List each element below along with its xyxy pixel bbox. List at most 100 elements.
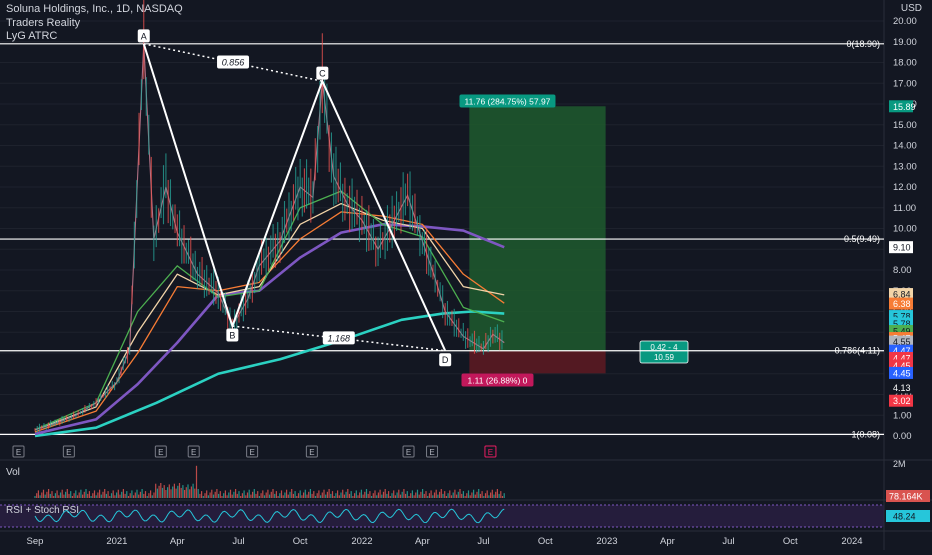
price-tag-bg [889,335,913,348]
y-tick-label-10: 10.00 [893,224,917,235]
symbol-title[interactable]: Soluna Holdings, Inc., 1D, NASDAQ [6,3,183,15]
pattern-point-bg [316,66,329,80]
pattern-ratio-text-1: 1.168 [328,333,351,343]
earnings-marker-text: E [191,448,196,457]
earnings-marker: E [246,445,259,458]
price-tag-bg [889,100,913,113]
price-tag-1: 9.10 [889,241,913,254]
pattern-ratio-text-0: 0.856 [222,58,245,68]
earnings-marker-text: E [16,448,21,457]
price-tag-bg [889,381,913,394]
x-tick-label-10: Apr [660,536,675,547]
earnings-marker: E [12,445,25,458]
y-tick-label-9: 11.00 [893,203,916,214]
rsi-axis-tag: 48.24 [886,510,930,522]
fib-level-label-2: 0.786(4.11) [835,346,880,356]
x-tick-label-11: Jul [722,536,734,547]
y-tick-label-6: 14.00 [893,141,917,152]
pattern-ratio-bg-1 [322,331,355,345]
rsi-pane-label: RSI + Stoch RSI [6,505,79,516]
pattern-point-bg [137,29,150,43]
x-tick-label-2: Apr [170,536,185,547]
pattern-ratio-bg-0 [217,55,250,69]
y-tick-label-1: 19.00 [893,37,917,48]
fib-level-label-3: 1(0.08) [851,429,880,439]
earnings-marker-text: E [429,448,434,457]
earnings-marker: E [305,445,318,458]
price-tag-8: 4.55 [889,335,913,348]
position-entry-label: 0.42 - 410.59 [639,340,689,364]
pattern-point-text: C [319,69,326,79]
pattern-ratio-label-0: 0.856 [217,55,250,69]
price-tag-bg [889,241,913,254]
earnings-marker-text: E [158,448,163,457]
earnings-marker: E [62,445,75,458]
pattern-point-text: B [229,331,235,341]
price-tag-12: 4.45 [889,366,913,379]
price-tag-13: 4.13 [889,381,913,394]
pattern-point-bg [226,328,239,342]
earnings-marker: E [402,445,415,458]
x-tick-label-4: Oct [293,536,308,547]
price-tag-text: 3.02 [893,396,911,406]
price-tag-text: 15.89 [893,102,916,112]
pattern-point-B: B [226,328,239,342]
pattern-ratio-label-1: 1.168 [322,331,355,345]
y-tick-label-8: 12.00 [893,182,917,193]
x-tick-label-9: 2023 [596,536,617,547]
earnings-marker-text: E [66,448,71,457]
position-entry-bg [639,340,689,364]
earnings-marker: E [154,445,167,458]
y-tick-label-2: 18.00 [893,58,917,69]
indicator-traders-reality[interactable]: Traders Reality [6,17,81,29]
x-tick-label-12: Oct [783,536,798,547]
pattern-leg-lines [142,43,447,352]
price-tag-text: 5.78 [893,312,911,322]
position-stop-label: 1.11 (26.88%) 0 [461,373,534,387]
position-stop-label-bg [461,373,534,387]
x-tick-label-0: Sep [27,536,44,547]
price-tag-text: 4.13 [893,383,911,393]
position-stop-label-text: 1.11 (26.88%) 0 [468,376,528,386]
position-target-label-text: 11.76 (284.75%) 57.97 [465,97,551,107]
earnings-marker: E [426,445,439,458]
price-tag-bg [889,297,913,310]
y-tick-label-19: 1.00 [893,410,912,421]
y-tick-label-12: 8.00 [893,265,912,276]
position-target-label-bg [459,94,556,108]
price-tag-bg [889,394,913,407]
pattern-point-A: A [137,29,150,43]
earnings-marker-box [62,445,75,458]
earnings-marker-text: E [249,448,254,457]
earnings-marker-box [426,445,439,458]
rsi-value-text: 48.24 [893,512,916,522]
volume-pane-label: Vol [6,467,20,478]
earnings-marker-box [12,445,25,458]
x-tick-label-13: 2024 [841,536,862,547]
pattern-ratio-line-1 [232,325,446,352]
price-tag-text: 4.55 [893,337,911,347]
price-tag-bg [889,366,913,379]
price-tag-text: 4.45 [893,361,911,371]
pattern-point-bg [439,353,452,367]
price-tag-text: 6.84 [893,290,911,300]
position-target-label: 11.76 (284.75%) 57.97 [459,94,556,108]
y-tick-label-0: 20.00 [893,16,917,27]
position-entry-line1: 0.42 - 4 [650,343,678,352]
position-target-zone [469,106,606,351]
earnings-marker-box [154,445,167,458]
ma-line-0 [34,310,505,438]
fib-level-label-0: 0(18.90) [846,39,880,49]
earnings-marker-box [187,445,200,458]
earnings-marker-box [402,445,415,458]
y-tick-label-7: 13.00 [893,161,917,172]
volume-axis-tags: 2M 78.164K [886,459,930,502]
rsi-line [34,508,505,524]
indicator-lyg-atrc[interactable]: LyG ATRC [6,30,58,42]
rsi-value-bg [886,510,930,522]
earnings-marker: E [187,445,200,458]
position-stop-zone [469,350,606,374]
earnings-marker-text: E [309,448,314,457]
